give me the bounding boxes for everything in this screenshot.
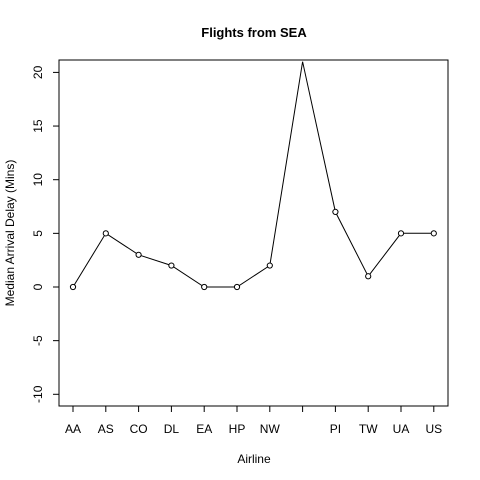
plot-frame [58, 59, 449, 407]
data-point [397, 230, 405, 237]
x-tick-label: HP [229, 422, 246, 436]
x-tick-label: AA [65, 422, 81, 436]
data-point [233, 283, 241, 291]
data-point [365, 273, 372, 280]
data-point [266, 262, 273, 269]
x-axis: AA AS CO DL EA HP NW PI TW UA US [65, 405, 442, 436]
x-tick-label: DL [164, 422, 180, 436]
y-tick-label: -5 [31, 335, 45, 346]
series-line [69, 61, 437, 291]
x-tick-label: EA [196, 422, 212, 436]
data-point [102, 230, 109, 237]
y-axis: -10 -5 0 5 10 15 20 [31, 65, 60, 403]
y-tick-label: 0 [31, 283, 45, 290]
x-tick-label: US [425, 422, 442, 436]
series-path [72, 61, 434, 288]
y-tick-label: 15 [31, 119, 45, 133]
data-point [69, 283, 77, 291]
y-tick-label: 5 [31, 230, 45, 237]
x-tick-label: UA [393, 422, 410, 436]
data-point [201, 283, 208, 291]
data-point [430, 230, 437, 237]
x-tick-label: AS [98, 422, 114, 436]
x-tick-label: CO [130, 422, 148, 436]
y-axis-label: Median Arrival Delay (Mins) [3, 160, 17, 307]
x-tick-label: PI [330, 422, 341, 436]
data-point [332, 208, 339, 215]
x-tick-label: NW [260, 422, 281, 436]
x-axis-label: Airline [237, 452, 271, 466]
data-point [168, 262, 175, 269]
data-point [135, 251, 142, 258]
y-tick-label: 20 [31, 65, 45, 79]
x-tick-label: TW [359, 422, 378, 436]
y-tick-label: 10 [31, 173, 45, 187]
y-tick-label: -10 [31, 385, 45, 403]
chart-title: Flights from SEA [201, 25, 307, 40]
